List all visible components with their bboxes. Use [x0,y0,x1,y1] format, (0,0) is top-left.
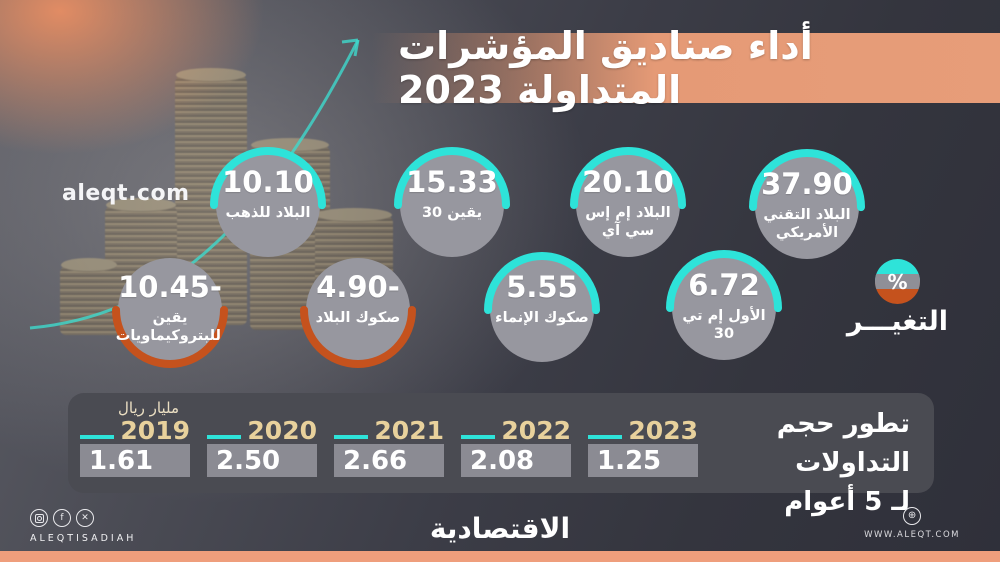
website-block: ⊕ WWW.ALEQT.COM [864,503,960,540]
fund-change-value: 6.72 [688,268,760,302]
year-label: 2019 [120,416,190,445]
instagram-icon[interactable] [30,509,48,527]
percent-legend-icon: % [875,259,920,304]
fund-change-value: -10.45 [118,270,222,304]
social-links: f ✕ ALEQTISADIAH [30,509,136,544]
fund-name: البلاد للذهب [225,205,311,221]
year-group-2019: 2019 1.61 [80,418,190,477]
fund-change-value: -4.90 [316,270,400,304]
fund-change-value: 5.55 [506,270,578,304]
fund-circle-albilad-gold: 10.10 البلاد للذهب [210,147,326,263]
percent-symbol: % [887,269,908,294]
loss-arc-icon [112,252,228,368]
coin-stack [60,258,118,335]
gain-arc-icon [666,250,782,366]
year-tick-line [80,435,115,439]
volume-title-line1: تطور حجم التداولات [776,409,910,478]
volume-panel: تطور حجم التداولات لـ 5 أعوام مليار ريال… [68,393,934,517]
loss-arc-icon [300,252,416,368]
volume-value-box: 1.61 [80,444,190,477]
volume-value-box: 2.08 [461,444,571,477]
year-label: 2023 [628,416,698,445]
page-title: أداء صناديق المؤشرات المتداولة 2023 [398,24,813,112]
year-group-2020: 2020 2.50 [207,418,317,477]
fund-name: البلاد التقني الأمريكي [763,207,851,242]
growth-arrow-icon [29,38,360,330]
volume-value: 1.61 [89,445,154,476]
gain-arc-icon [394,147,510,263]
title-band: أداء صناديق المؤشرات المتداولة 2023 [372,24,1000,112]
fund-change-value: 20.10 [582,165,674,199]
volume-value-box: 2.50 [207,444,317,477]
year-label: 2020 [247,416,317,445]
year-tick-line [588,435,623,439]
volume-unit-label: مليار ريال [118,399,179,417]
fund-circle-yaqeen-30: 15.33 يقين 30 [394,147,510,263]
fund-circle-albilad-us-tech: 37.90 البلاد التقني الأمريكي [749,149,865,265]
x-twitter-icon[interactable]: ✕ [76,509,94,527]
year-group-2022: 2022 2.08 [461,418,571,477]
fund-circle-albilad-msci: 20.10 البلاد إم إس سي آي [570,147,686,263]
fund-circle-albilad-sukuk: -4.90 صكوك البلاد [300,252,416,368]
fund-name: الأول إم تي 30 [682,308,766,343]
fund-name: صكوك البلاد [315,310,401,326]
bottom-accent-strip [0,551,1000,562]
fund-name: البلاد إم إس سي آي [585,205,671,240]
year-group-2021: 2021 2.66 [334,418,444,477]
volume-value-box: 2.66 [334,444,444,477]
fund-name: يقين 30 [421,205,483,221]
fund-change-value: 37.90 [761,167,853,201]
year-label: 2021 [374,416,444,445]
year-group-2023: 2023 1.25 [588,418,698,477]
aleqtisadiah-logo: الاقتصادية [429,512,571,545]
fund-circle-yaqeen-petrochem: -10.45 يقين للبتروكيماويات [112,252,228,368]
fund-change-value: 10.10 [222,165,314,199]
volume-title-line2: لـ 5 أعوام [784,487,910,517]
fund-name: يقين للبتروكيماويات [115,310,221,345]
gain-arc-icon [210,147,326,263]
volume-value: 2.08 [470,445,535,476]
volume-value: 2.66 [343,445,408,476]
globe-icon: ⊕ [903,506,922,525]
year-label: 2022 [501,416,571,445]
fund-name: صكوك الإنماء [495,310,589,326]
year-tick-line [334,435,369,439]
volume-value-box: 1.25 [588,444,698,477]
legend-label: التغيـــر [846,306,949,337]
website-url[interactable]: WWW.ALEQT.COM [864,529,960,540]
volume-value: 1.25 [597,445,662,476]
brand-name: ALEQTISADIAH [30,533,137,544]
facebook-icon[interactable]: f [53,509,71,527]
fund-circle-alinma-sukuk: 5.55 صكوك الإنماء [484,252,600,368]
year-tick-line [461,435,496,439]
gain-arc-icon [570,147,686,263]
year-tick-line [207,435,242,439]
volume-value: 2.50 [216,445,281,476]
fund-change-value: 15.33 [406,165,498,199]
watermark-text: aleqt.com [62,181,190,206]
gain-arc-icon [749,149,865,265]
fund-circle-alawwal-mt30: 6.72 الأول إم تي 30 [666,250,782,366]
volume-chart: مليار ريال 2019 1.61 2020 2.50 2021 2.66… [68,393,698,493]
volume-panel-title: تطور حجم التداولات لـ 5 أعوام [698,393,934,517]
gain-arc-icon [484,252,600,368]
